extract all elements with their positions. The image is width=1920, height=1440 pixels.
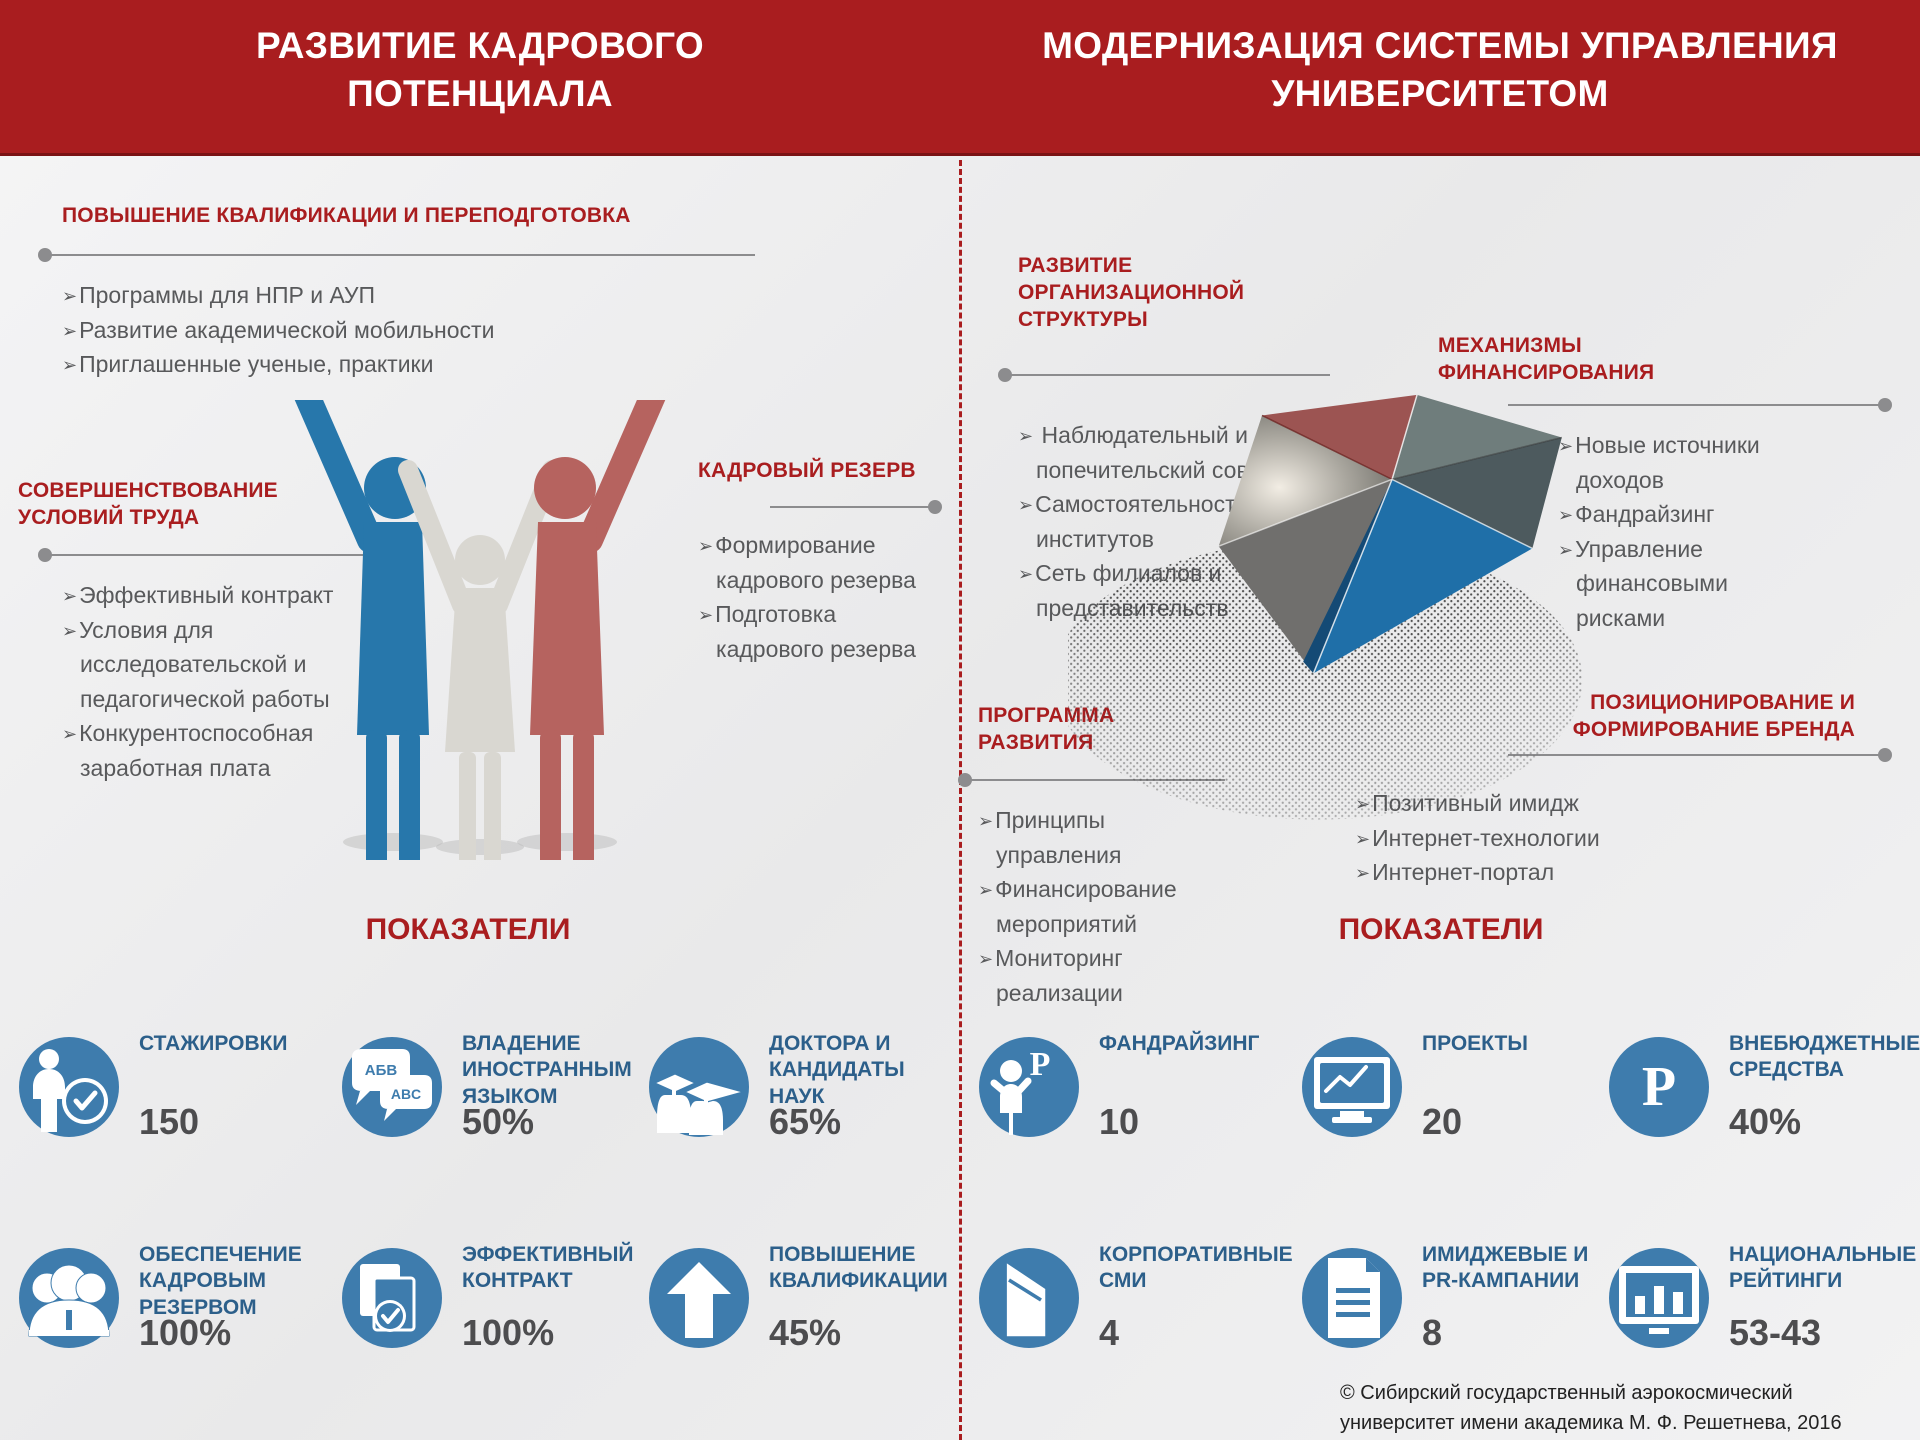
svg-text:Р: Р xyxy=(1642,1056,1676,1118)
svg-text:ABC: ABC xyxy=(391,1086,421,1102)
svg-text:Р: Р xyxy=(1030,1046,1051,1083)
